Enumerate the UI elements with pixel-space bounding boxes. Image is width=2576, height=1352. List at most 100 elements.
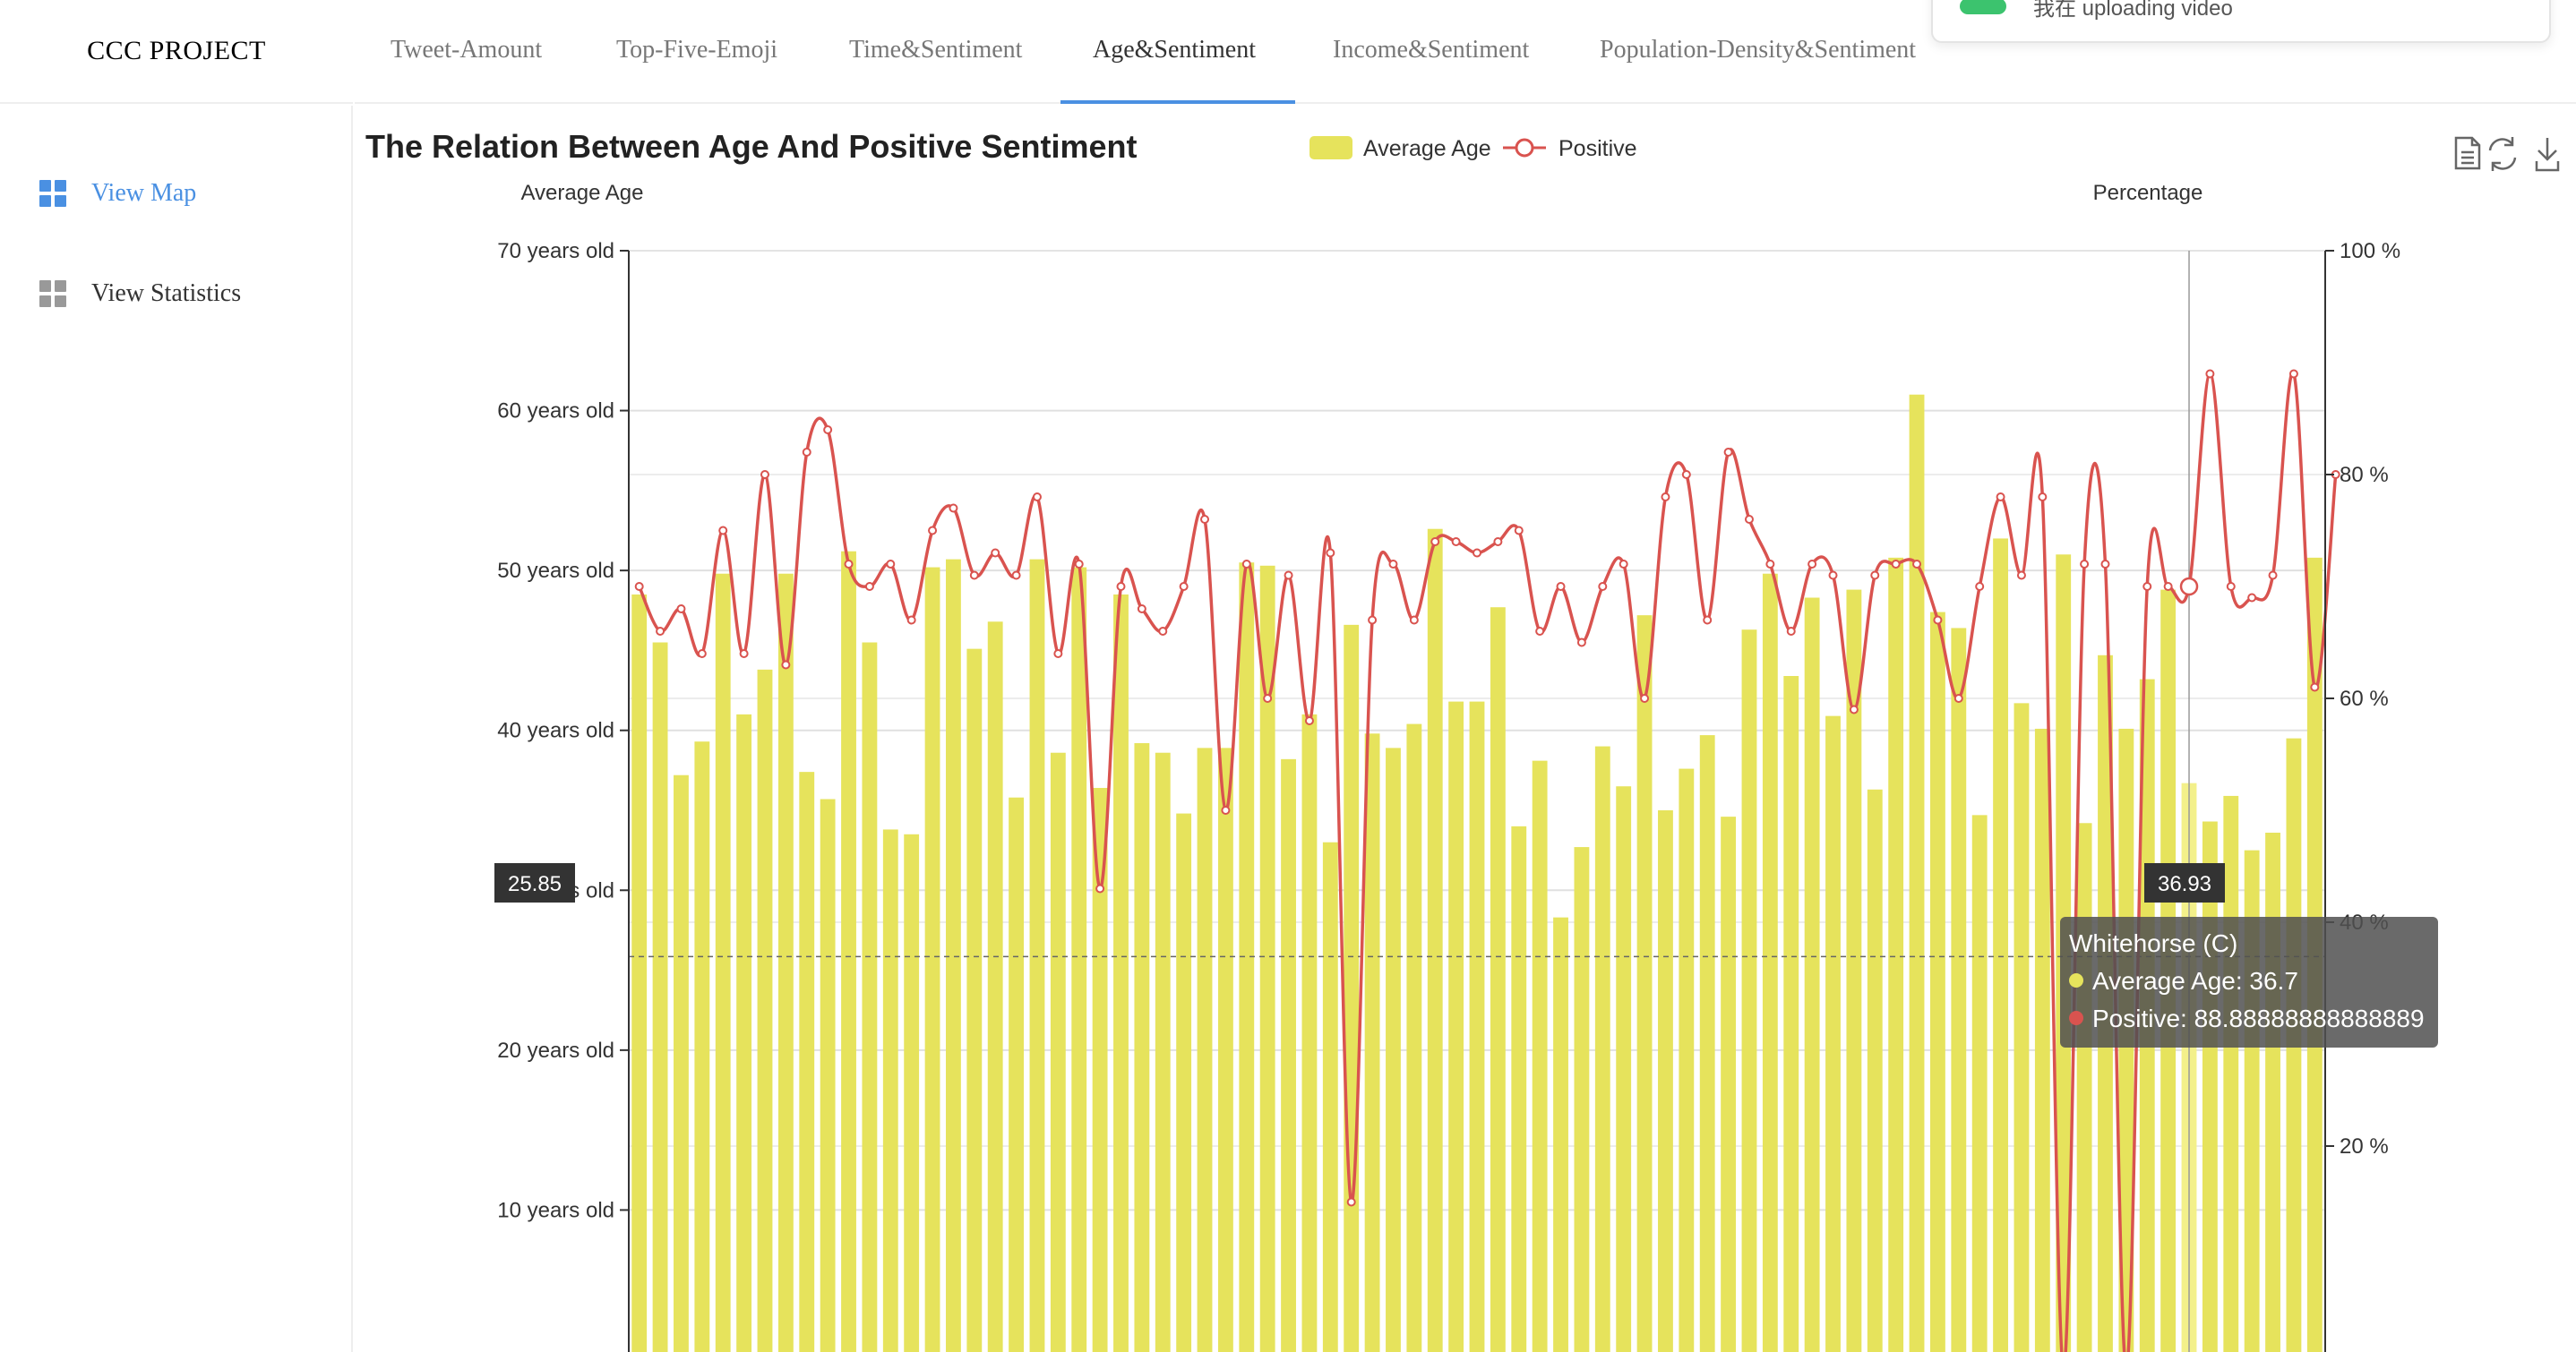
bar-average-age[interactable] (1762, 573, 1778, 1352)
point-positive[interactable] (844, 560, 854, 569)
bar-average-age[interactable] (1386, 748, 1401, 1352)
save-image-icon[interactable] (2535, 138, 2560, 172)
bar-average-age[interactable] (1239, 562, 1255, 1352)
bar-average-age[interactable] (2034, 728, 2050, 1352)
bar-average-age[interactable] (1427, 528, 1443, 1352)
bar-average-age[interactable] (1322, 842, 1338, 1352)
bar-average-age[interactable] (820, 799, 836, 1352)
point-positive[interactable] (1263, 694, 1273, 703)
point-positive[interactable] (1116, 582, 1126, 591)
point-positive[interactable] (760, 470, 769, 479)
bar-average-age[interactable] (1490, 607, 1506, 1352)
bar-average-age[interactable] (987, 621, 1003, 1352)
point-positive[interactable] (1011, 570, 1021, 580)
bar-average-age[interactable] (715, 573, 731, 1352)
bar-average-age[interactable] (2265, 833, 2280, 1352)
sidebar-item-view-map[interactable]: View Map (0, 158, 351, 229)
point-positive[interactable] (2080, 560, 2090, 569)
point-positive[interactable] (1786, 627, 1796, 636)
point-positive[interactable] (1221, 806, 1231, 815)
bar-average-age[interactable] (1699, 735, 1715, 1352)
bar-average-age[interactable] (799, 772, 815, 1352)
bar-average-age[interactable] (1364, 733, 1380, 1352)
point-positive[interactable] (2205, 369, 2215, 379)
tab-income-sentiment[interactable]: Income&Sentiment (1333, 36, 1530, 64)
bar-average-age[interactable] (1951, 628, 1967, 1352)
bar-average-age[interactable] (904, 834, 920, 1352)
point-positive[interactable] (886, 560, 896, 569)
bar-average-age[interactable] (1804, 597, 1820, 1352)
point-positive[interactable] (1137, 604, 1146, 613)
point-positive[interactable] (1388, 560, 1398, 569)
bar-average-age[interactable] (1574, 847, 1590, 1352)
bar-average-age[interactable] (674, 774, 689, 1352)
bar-average-age[interactable] (777, 573, 794, 1352)
point-positive[interactable] (1326, 548, 1335, 558)
bar-average-age[interactable] (1553, 917, 1568, 1352)
bar-average-age[interactable] (862, 642, 878, 1352)
point-positive[interactable] (1807, 560, 1817, 569)
point-positive[interactable] (1891, 560, 1901, 569)
point-positive[interactable] (1681, 470, 1691, 479)
bar-average-age[interactable] (1930, 612, 1945, 1352)
bar-average-age[interactable] (1825, 715, 1841, 1352)
bar-average-age[interactable] (1344, 624, 1360, 1352)
bar-average-age[interactable] (1741, 629, 1757, 1352)
bar-average-age[interactable] (1071, 567, 1087, 1352)
bar-average-age[interactable] (1469, 701, 1485, 1352)
point-positive[interactable] (1598, 582, 1608, 591)
bar-average-age[interactable] (1301, 714, 1318, 1352)
restore-icon[interactable] (2488, 137, 2517, 171)
bar-average-age[interactable] (1594, 746, 1610, 1352)
bar-average-age[interactable] (2223, 795, 2239, 1352)
point-positive[interactable] (2038, 492, 2048, 501)
point-positive[interactable] (1409, 615, 1419, 625)
point-positive[interactable] (718, 526, 728, 535)
point-positive[interactable] (1304, 716, 1314, 725)
tab-top-five-emoji[interactable]: Top-Five-Emoji (616, 36, 778, 64)
bar-average-age[interactable] (882, 829, 898, 1352)
point-positive[interactable] (949, 503, 958, 513)
point-positive[interactable] (2016, 570, 2026, 580)
point-positive[interactable] (1703, 615, 1713, 625)
bar-average-age[interactable] (1616, 786, 1632, 1352)
bar-average-age[interactable] (1448, 701, 1464, 1352)
bar-average-age[interactable] (1176, 813, 1192, 1352)
bar-average-age[interactable] (1721, 817, 1737, 1352)
point-positive[interactable] (1032, 492, 1042, 501)
bar-average-age[interactable] (1658, 810, 1673, 1352)
bar-average-age[interactable] (1909, 394, 1925, 1352)
point-positive[interactable] (1723, 448, 1733, 457)
bar-average-age[interactable] (1113, 594, 1129, 1352)
bar-average-age[interactable] (1783, 676, 1799, 1352)
point-positive[interactable] (1849, 705, 1859, 715)
point-positive[interactable] (1744, 515, 1754, 524)
point-positive[interactable] (906, 615, 916, 625)
point-positive[interactable] (1765, 560, 1775, 569)
bar-average-age[interactable] (1134, 743, 1150, 1352)
bar-average-age[interactable] (1050, 752, 1066, 1352)
point-positive[interactable] (1514, 526, 1524, 535)
point-positive[interactable] (2179, 577, 2199, 596)
bar-average-age[interactable] (652, 642, 668, 1352)
bar-average-age[interactable] (1888, 557, 1904, 1352)
point-positive[interactable] (1870, 570, 1880, 580)
point-positive[interactable] (991, 548, 1000, 558)
bar-average-age[interactable] (1993, 538, 2008, 1352)
bar-average-age[interactable] (631, 594, 648, 1352)
tab-time-sentiment[interactable]: Time&Sentiment (849, 36, 1023, 64)
bar-average-age[interactable] (1636, 615, 1653, 1352)
point-positive[interactable] (1200, 515, 1210, 524)
bar-average-age[interactable] (2014, 703, 2030, 1352)
bar-average-age[interactable] (841, 551, 856, 1352)
point-positive[interactable] (1556, 582, 1566, 591)
point-positive[interactable] (2268, 570, 2278, 580)
point-positive[interactable] (1975, 582, 1985, 591)
bar-average-age[interactable] (1679, 768, 1695, 1352)
bar-average-age[interactable] (1532, 760, 1548, 1352)
bar-average-age[interactable] (694, 741, 710, 1352)
bar-average-age[interactable] (736, 714, 752, 1352)
point-positive[interactable] (739, 649, 749, 658)
point-positive[interactable] (1912, 560, 1922, 569)
